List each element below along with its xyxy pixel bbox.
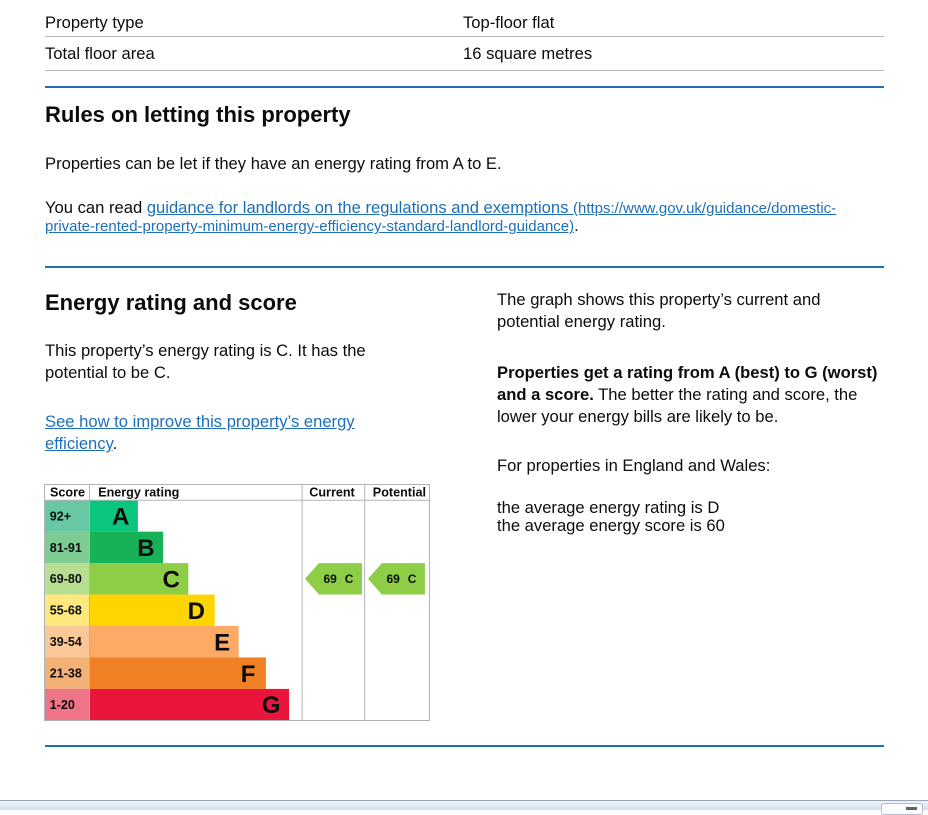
svg-text:A: A (112, 504, 129, 531)
svg-text:69: 69 (324, 572, 338, 586)
svg-text:Potential: Potential (373, 486, 426, 500)
svg-text:F: F (241, 661, 256, 688)
svg-text:39-54: 39-54 (50, 635, 82, 649)
svg-text:B: B (137, 535, 154, 562)
svg-text:1-20: 1-20 (50, 698, 75, 712)
svg-text:D: D (188, 598, 205, 625)
svg-text:Score: Score (50, 486, 85, 500)
svg-text:G: G (262, 692, 281, 719)
svg-text:E: E (214, 629, 230, 656)
svg-text:69: 69 (387, 572, 401, 586)
svg-text:C: C (162, 566, 179, 593)
svg-text:Current: Current (309, 486, 355, 500)
svg-text:Energy rating: Energy rating (98, 486, 179, 500)
svg-text:C: C (345, 572, 354, 586)
svg-text:81-91: 81-91 (50, 541, 82, 555)
svg-text:55-68: 55-68 (50, 604, 82, 618)
svg-text:C: C (408, 572, 417, 586)
svg-text:21-38: 21-38 (50, 667, 82, 681)
svg-text:92+: 92+ (50, 509, 71, 523)
svg-text:69-80: 69-80 (50, 572, 82, 586)
